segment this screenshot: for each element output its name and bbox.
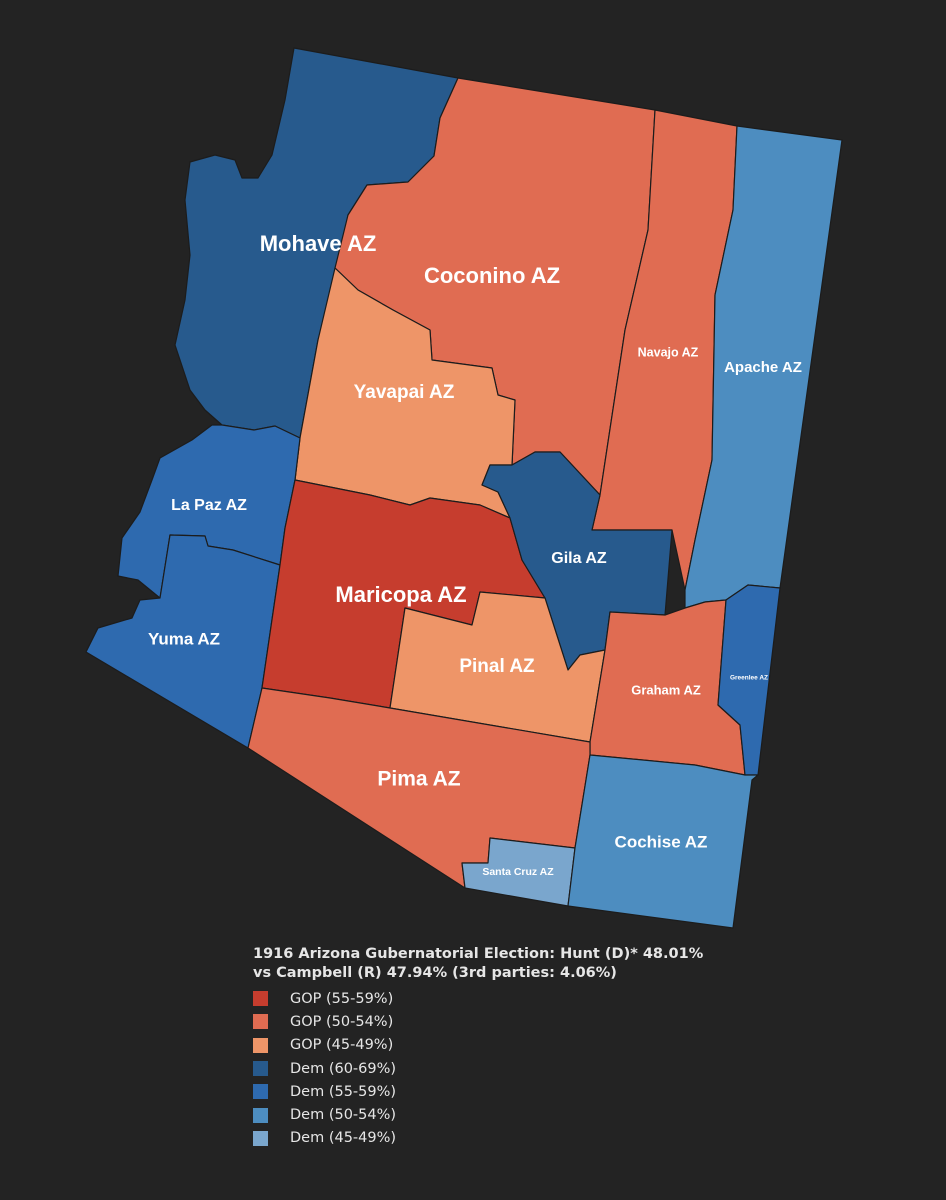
legend-item: Dem (55-59%) — [253, 1080, 723, 1103]
legend-label: Dem (60-69%) — [290, 1060, 397, 1077]
label-pinal: Pinal AZ — [459, 656, 535, 677]
legend-label: Dem (45-49%) — [290, 1130, 397, 1147]
arizona-county-map: Mohave AZ Coconino AZ Navajo AZ Apache A… — [85, 47, 843, 929]
label-mohave: Mohave AZ — [260, 231, 377, 256]
legend-swatch — [253, 1061, 268, 1077]
legend-label: GOP (45-49%) — [290, 1037, 394, 1054]
legend-item: Dem (50-54%) — [253, 1103, 723, 1126]
legend-item: Dem (60-69%) — [253, 1057, 723, 1080]
legend-swatch — [253, 1107, 268, 1123]
label-coconino: Coconino AZ — [424, 263, 560, 288]
legend-swatch — [253, 1014, 268, 1030]
legend-swatch — [253, 991, 268, 1007]
label-santacruz: Santa Cruz AZ — [482, 866, 554, 878]
legend-label: Dem (55-59%) — [290, 1083, 397, 1100]
label-navajo: Navajo AZ — [638, 345, 699, 359]
label-graham: Graham AZ — [631, 682, 701, 697]
legend-label: Dem (50-54%) — [290, 1107, 397, 1124]
legend-list: GOP (55-59%) GOP (50-54%) GOP (45-49%) D… — [253, 987, 723, 1150]
legend-label: GOP (50-54%) — [290, 1013, 394, 1030]
label-cochise: Cochise AZ — [615, 832, 708, 851]
legend-swatch — [253, 1084, 268, 1100]
legend-swatch — [253, 1130, 268, 1146]
label-apache: Apache AZ — [724, 359, 802, 376]
legend-item: GOP (45-49%) — [253, 1034, 723, 1057]
map-title: 1916 Arizona Gubernatorial Election: Hun… — [253, 946, 704, 981]
label-gila: Gila AZ — [551, 550, 607, 567]
legend-item: Dem (45-49%) — [253, 1127, 723, 1150]
label-maricopa: Maricopa AZ — [335, 582, 466, 607]
legend-item: GOP (50-54%) — [253, 1010, 723, 1033]
label-greenlee: Greenlee AZ — [730, 675, 768, 682]
map-legend: 1916 Arizona Gubernatorial Election: Hun… — [253, 945, 723, 1150]
legend-item: GOP (55-59%) — [253, 987, 723, 1010]
label-lapaz: La Paz AZ — [171, 497, 247, 514]
label-yuma: Yuma AZ — [148, 629, 220, 648]
legend-swatch — [253, 1037, 268, 1053]
county-cochise[interactable] — [567, 754, 759, 929]
label-yavapai: Yavapai AZ — [354, 382, 455, 403]
label-pima: Pima AZ — [377, 768, 460, 791]
legend-label: GOP (55-59%) — [290, 990, 394, 1007]
